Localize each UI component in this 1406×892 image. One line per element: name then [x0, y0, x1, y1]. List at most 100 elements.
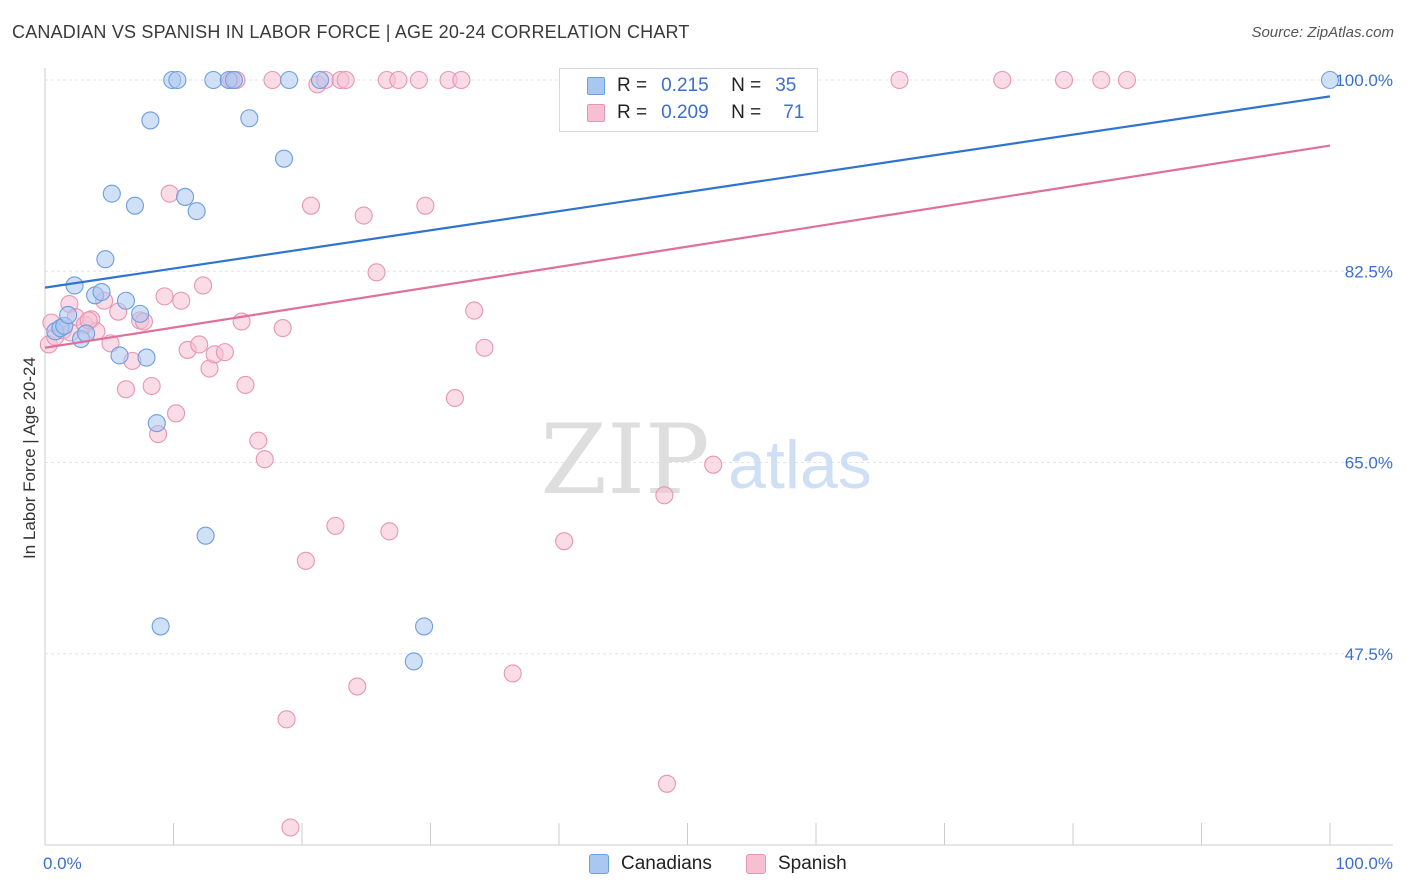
- canadians-point: [151, 617, 170, 636]
- spanish-point: [277, 710, 296, 729]
- y-tick-label: 65.0%: [1345, 454, 1393, 473]
- canadians-trend-line: [44, 95, 1331, 289]
- canadians-point: [92, 282, 111, 302]
- spanish-point: [389, 70, 408, 90]
- spanish-point: [167, 404, 186, 423]
- spanish-point: [255, 450, 274, 469]
- spanish-point: [172, 291, 191, 310]
- canadians-point: [65, 276, 84, 295]
- x-tick-label: 0.0%: [43, 854, 82, 873]
- canadians-point: [96, 250, 115, 269]
- spanish-point: [281, 818, 300, 837]
- spanish-point: [475, 338, 494, 357]
- canadians-point: [125, 196, 144, 215]
- spanish-point: [190, 335, 209, 354]
- legend-r-label: R =: [617, 102, 648, 123]
- canadians-point: [137, 348, 156, 367]
- stats-legend: R = 0.215 N = 35 R = 0.209 N = 71: [559, 68, 818, 132]
- spanish-point: [336, 70, 355, 90]
- spanish-point: [249, 431, 268, 450]
- spanish-legend-label: Spanish: [778, 853, 847, 874]
- canadians-point: [116, 291, 136, 310]
- legend-n-value: 35: [775, 75, 797, 96]
- canadians-point: [224, 70, 243, 90]
- canadians-point: [168, 70, 187, 90]
- canadians-point: [110, 346, 129, 365]
- spanish-point: [555, 532, 574, 551]
- x-tick-label: 100.0%: [1335, 854, 1393, 873]
- spanish-point: [215, 343, 234, 362]
- tick-label-layer: 47.5% 65.0% 82.5% 100.0% 0.0% 100.0%: [43, 71, 1393, 873]
- canadians-point: [196, 526, 215, 545]
- spanish-point: [155, 287, 174, 306]
- legend-r-label: R =: [617, 75, 648, 96]
- spanish-point: [655, 486, 674, 505]
- spanish-point: [142, 376, 161, 396]
- canadians-point: [310, 70, 330, 90]
- spanish-point: [380, 522, 399, 541]
- y-tick-label: 47.5%: [1345, 645, 1393, 664]
- legend-row-spanish: R = 0.209 N = 71: [560, 100, 804, 126]
- legend-n-label: N =: [731, 102, 762, 123]
- spanish-point: [367, 263, 386, 282]
- trend-layer: [44, 95, 1331, 349]
- grid-layer: [45, 79, 1393, 655]
- canadians-point: [1320, 70, 1340, 90]
- canadians-point: [404, 652, 423, 671]
- spanish-point: [194, 276, 213, 295]
- spanish-point: [273, 319, 292, 338]
- legend-n-value: 71: [783, 102, 805, 123]
- spanish-swatch: [587, 104, 605, 122]
- spanish-point: [445, 388, 464, 408]
- spanish-point: [503, 664, 522, 683]
- canadians-legend-label: Canadians: [621, 853, 712, 874]
- canadians-legend-swatch: [589, 854, 609, 874]
- spanish-point: [993, 70, 1012, 90]
- spanish-point: [348, 677, 367, 696]
- spanish-point: [116, 380, 136, 399]
- spanish-point: [354, 206, 373, 225]
- canadians-point: [240, 109, 259, 128]
- canadians-point: [141, 111, 160, 130]
- y-tick-label: 100.0%: [1335, 71, 1393, 90]
- spanish-point: [326, 516, 345, 535]
- legend-n-label: N =: [731, 75, 762, 96]
- spanish-legend-swatch: [746, 854, 766, 874]
- axis-layer: [44, 68, 1393, 846]
- spanish-point: [657, 774, 676, 793]
- canadians-point: [274, 149, 294, 168]
- watermark: ZIP atlas: [540, 404, 871, 516]
- spanish-point: [296, 551, 315, 570]
- bottom-legend-spanish: Spanish: [746, 852, 847, 876]
- spanish-point: [1054, 70, 1074, 90]
- canadians-point: [102, 184, 121, 203]
- canadians-point: [280, 70, 299, 90]
- points-layer: [39, 70, 1340, 837]
- canadians-point: [131, 304, 150, 323]
- chart-title: CANADIAN VS SPANISH IN LABOR FORCE | AGE…: [12, 22, 690, 42]
- canadians-point: [176, 187, 195, 206]
- spanish-point: [416, 196, 435, 215]
- canadians-swatch: [587, 77, 605, 95]
- spanish-point: [465, 301, 484, 320]
- watermark-atlas: atlas: [728, 427, 872, 503]
- canadians-point: [187, 202, 206, 221]
- spanish-point: [890, 70, 909, 90]
- spanish-point: [452, 70, 471, 90]
- spanish-point: [301, 196, 321, 215]
- canadians-point: [59, 305, 78, 325]
- spanish-trend-line: [44, 144, 1331, 349]
- spanish-point: [409, 70, 428, 90]
- source-label: Source: ZipAtlas.com: [1251, 24, 1394, 41]
- canadians-point: [147, 414, 166, 433]
- legend-row-canadians: R = 0.215 N = 35: [560, 73, 796, 99]
- spanish-point: [1117, 70, 1137, 90]
- canadians-point: [415, 617, 434, 636]
- y-tick-label: 82.5%: [1345, 262, 1393, 281]
- legend-r-value: 0.209: [661, 102, 709, 123]
- legend-r-value: 0.215: [661, 75, 709, 96]
- spanish-point: [236, 375, 255, 394]
- canadians-point: [204, 70, 223, 90]
- spanish-point: [263, 70, 282, 90]
